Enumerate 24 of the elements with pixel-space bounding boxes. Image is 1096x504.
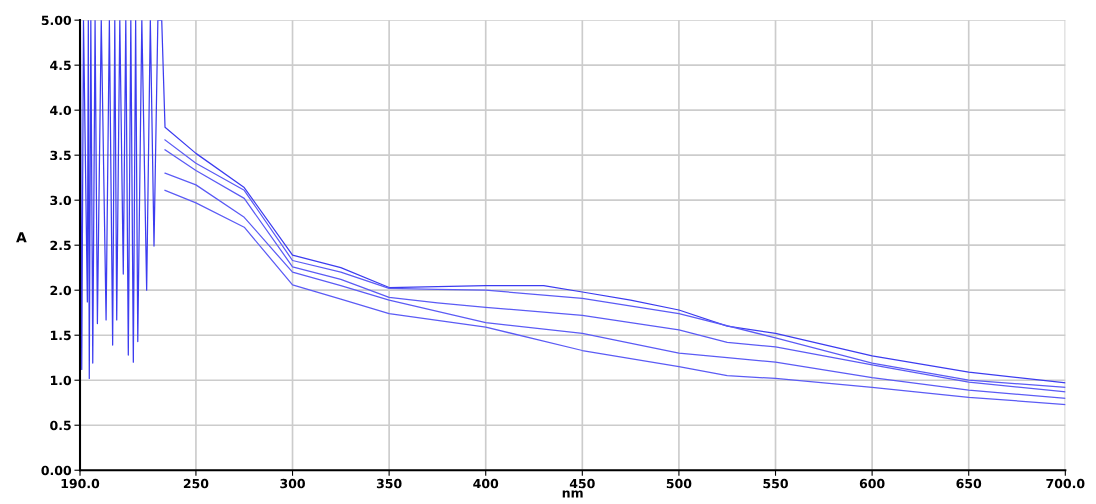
y-tick-label: 4.5	[50, 60, 71, 71]
y-tick-label: 2.0	[50, 285, 72, 296]
y-tick-label: 0.5	[50, 420, 71, 431]
x-tick-label: 250	[183, 478, 209, 489]
y-tick-label: 3.5	[50, 150, 71, 161]
y-axis-title: A	[16, 232, 27, 243]
x-tick-label: 500	[666, 478, 692, 489]
y-tick-label: 0.00	[41, 465, 72, 476]
y-tick-label: 5.00	[41, 15, 72, 26]
y-tick-label: 1.5	[50, 330, 71, 341]
y-tick-label: 4.0	[50, 105, 72, 116]
x-tick-label: 400	[473, 478, 499, 489]
x-tick-label: 600	[859, 478, 885, 489]
x-tick-label: 190.0	[61, 478, 100, 489]
x-tick-label: 700.0	[1046, 478, 1085, 489]
x-tick-label: 550	[763, 478, 788, 489]
y-tick-label: 2.5	[50, 240, 71, 251]
x-axis-title: nm	[562, 490, 583, 498]
y-tick-label: 1.0	[50, 375, 72, 386]
x-tick-label: 350	[376, 478, 402, 489]
x-tick-label: 300	[280, 478, 305, 489]
y-tick-label: 3.0	[50, 195, 72, 206]
x-tick-label: 450	[569, 478, 595, 489]
x-tick-label: 650	[956, 478, 982, 489]
